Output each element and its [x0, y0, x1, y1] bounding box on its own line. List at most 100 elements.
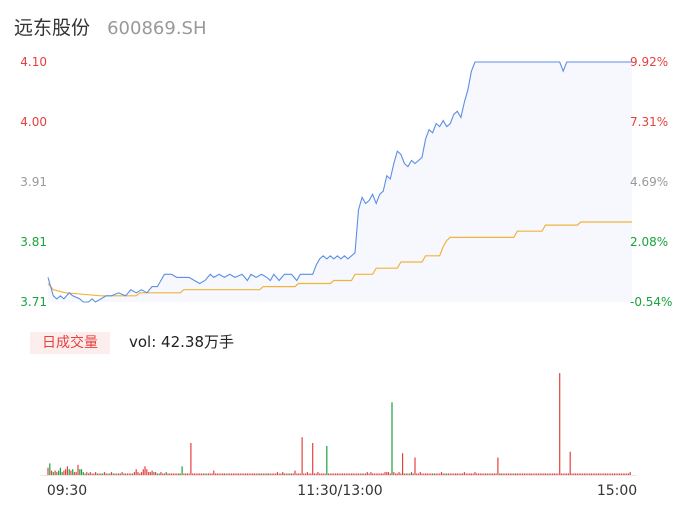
- volume-bar: [587, 473, 589, 475]
- volume-bars: [40, 373, 636, 476]
- volume-bar: [447, 473, 450, 475]
- volume-bar: [301, 437, 303, 475]
- volume-bar: [324, 473, 326, 475]
- volume-bar: [306, 472, 308, 475]
- volume-bar: [428, 473, 430, 475]
- volume-bar: [552, 473, 554, 475]
- volume-bar: [405, 473, 407, 475]
- volume-bar: [135, 469, 137, 475]
- volume-bar: [426, 473, 428, 475]
- left-tick-label: 3.81: [20, 235, 47, 249]
- volume-bar: [199, 473, 201, 475]
- volume-bar: [308, 473, 310, 475]
- volume-bar: [176, 473, 178, 475]
- volume-bar: [477, 473, 480, 475]
- volume-bar: [142, 469, 144, 475]
- volume-bar: [75, 472, 77, 475]
- volume-bar: [229, 473, 231, 475]
- volume-bar: [248, 473, 250, 475]
- volume-bar: [312, 443, 314, 475]
- volume-bar: [156, 473, 158, 475]
- volume-bar: [174, 473, 176, 475]
- volume-bar: [541, 473, 543, 475]
- volume-bar: [250, 473, 252, 475]
- volume-bar: [492, 473, 494, 475]
- volume-bar: [472, 473, 474, 475]
- volume-bar: [400, 473, 402, 475]
- volume-bar: [610, 473, 612, 475]
- volume-bar: [329, 473, 331, 475]
- volume-bar: [79, 469, 81, 475]
- volume-bar: [155, 472, 157, 475]
- volume-bar: [206, 473, 208, 475]
- volume-bar: [225, 473, 227, 475]
- volume-bar: [193, 473, 195, 475]
- volume-bar: [412, 473, 414, 475]
- volume-bar: [259, 473, 261, 475]
- volume-bar: [292, 473, 294, 475]
- volume-bar: [299, 473, 301, 475]
- volume-bar: [576, 473, 578, 475]
- volume-bar: [370, 472, 372, 475]
- volume-bar: [596, 473, 598, 475]
- volume-bar: [128, 473, 130, 475]
- volume-bar: [109, 473, 111, 475]
- volume-bar: [608, 473, 610, 475]
- volume-bar: [317, 472, 319, 475]
- volume-bar: [435, 473, 437, 475]
- volume-bar: [186, 473, 188, 475]
- volume-bar: [504, 473, 506, 475]
- volume-bar: [375, 473, 377, 475]
- volume-bar: [178, 473, 180, 475]
- volume-bar: [511, 473, 513, 475]
- volume-bar: [169, 473, 171, 475]
- volume-bar: [617, 473, 619, 475]
- volume-bar: [573, 473, 575, 475]
- volume-bar: [585, 473, 587, 475]
- volume-bar: [354, 473, 356, 475]
- volume-bar: [264, 473, 266, 475]
- volume-bar: [349, 473, 351, 475]
- volume-bar: [195, 473, 197, 475]
- volume-bar: [165, 472, 167, 475]
- volume-bar: [285, 473, 287, 475]
- volume-bar: [246, 473, 248, 475]
- volume-bar: [539, 473, 541, 475]
- volume-bar: [278, 473, 280, 475]
- volume-bar: [132, 473, 134, 475]
- volume-bar: [626, 473, 628, 475]
- volume-bar: [276, 472, 278, 475]
- volume-bar: [114, 473, 116, 475]
- volume-bar: [365, 473, 367, 475]
- volume-bar: [589, 473, 591, 475]
- price-area: [48, 62, 632, 302]
- volume-bar: [220, 473, 222, 475]
- volume-bar: [444, 473, 446, 475]
- volume-bar: [234, 473, 236, 475]
- volume-bar: [506, 473, 508, 475]
- volume-bar: [451, 473, 453, 475]
- volume-bar: [393, 472, 395, 475]
- volume-bar: [620, 473, 622, 475]
- volume-bar: [410, 472, 413, 475]
- volume-bar: [414, 457, 416, 475]
- volume-bar: [310, 473, 312, 475]
- volume-bar: [280, 473, 282, 475]
- volume-bar: [313, 473, 315, 475]
- volume-bar: [465, 473, 467, 475]
- volume-bar: [594, 473, 596, 475]
- volume-bar: [290, 473, 293, 475]
- volume-bar: [227, 473, 229, 475]
- volume-bar: [112, 473, 114, 475]
- volume-bar: [66, 466, 68, 475]
- volume-bar: [118, 473, 120, 475]
- volume-bar: [449, 473, 451, 475]
- volume-bar: [50, 470, 53, 475]
- volume-bar: [216, 473, 218, 475]
- volume-bar: [52, 472, 54, 475]
- volume-bar: [303, 473, 305, 475]
- volume-bar: [453, 473, 455, 475]
- volume-bar: [481, 473, 483, 475]
- volume-bar: [395, 473, 397, 475]
- volume-bar: [403, 473, 405, 475]
